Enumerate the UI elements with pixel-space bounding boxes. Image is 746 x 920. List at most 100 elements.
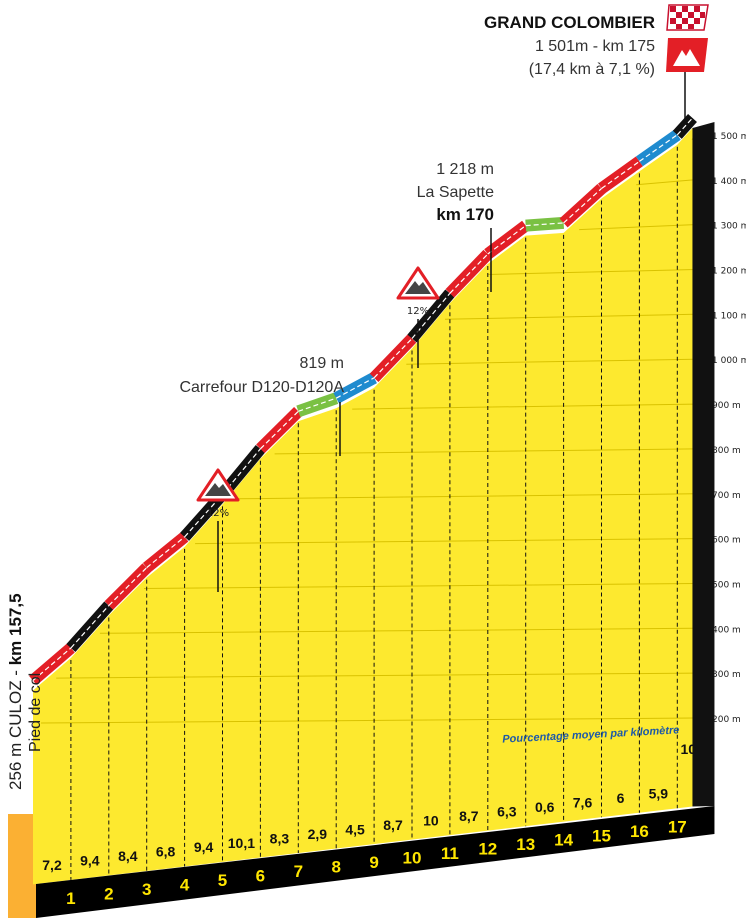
altitude-tick-label: 1 500 m	[712, 132, 746, 142]
km-number-label: 2	[104, 884, 113, 903]
start-block	[8, 814, 36, 918]
gradient-label: 6,3	[497, 804, 517, 820]
steep-sign-2: 12%	[396, 266, 440, 368]
landmark-carrefour: 819 m Carrefour D120-D120A	[179, 355, 344, 456]
profile-area	[33, 128, 693, 885]
gradient-label: 0,6	[535, 799, 555, 815]
km-number-label: 7	[294, 862, 303, 881]
gradient-label: 2,9	[308, 826, 328, 842]
landmark-sapette: 1 218 m La Sapette km 170	[417, 161, 495, 292]
gradient-label: 10,1	[228, 835, 255, 851]
profile-segment-centerline	[373, 338, 413, 379]
steep-sign-1: 12%	[196, 468, 240, 592]
gradient-label: 7,2	[42, 857, 62, 873]
profile-segment-centerline	[32, 647, 72, 681]
summit-climb-stats: (17,4 km à 7,1 %)	[529, 61, 655, 78]
mountain-category-icon	[666, 38, 708, 72]
checkered-flag-icon	[666, 4, 709, 31]
altitude-tick-label: 900 m	[712, 401, 741, 411]
km-number-labels: 1 2 3 4 5 6 7 8 9 10 11 12 13 14 15 16 17	[66, 817, 687, 908]
altitude-gridline	[274, 448, 695, 455]
profile-segment-centerline	[335, 377, 375, 399]
km-number-label: 5	[218, 871, 227, 890]
summit-detail: 1 501m - km 175	[535, 38, 655, 55]
altitude-gridline	[143, 583, 695, 589]
km-dashed-lines	[70, 146, 678, 880]
steep-sign-1-label: 12%	[207, 508, 229, 519]
km-number-label: 16	[630, 822, 649, 841]
gradient-label: 5,9	[649, 786, 669, 802]
profile-segment-centerline	[298, 397, 337, 412]
altitude-tick-label: 300 m	[712, 670, 741, 680]
gradient-label: 10	[681, 741, 697, 757]
profile-segment-centerline	[449, 253, 489, 294]
profile-fill	[33, 128, 693, 885]
gradient-label: 8,7	[459, 808, 479, 824]
profile-segment	[598, 156, 643, 194]
gradient-label: 8,4	[118, 848, 138, 864]
altitude-tick-label: 600 m	[712, 536, 741, 546]
km-base-band-shape	[36, 805, 715, 918]
profile-side-shading	[692, 122, 715, 807]
landmark-sapette-altitude: 1 218 m	[436, 161, 494, 178]
svg-text:256 m CULOZ - km 157,5: 256 m CULOZ - km 157,5	[6, 593, 25, 790]
altitude-gridline	[487, 269, 695, 275]
landmark-sapette-name: La Sapette	[417, 184, 495, 201]
altitude-gridline	[40, 717, 695, 724]
gradient-label: 9,4	[194, 839, 214, 855]
gradient-label: 4,5	[345, 821, 365, 837]
altitude-gridline	[579, 224, 695, 231]
landmark-carrefour-name: Carrefour D120-D120A	[179, 379, 344, 396]
km-number-label: 14	[554, 831, 573, 850]
gradient-label: 6	[617, 790, 625, 806]
km-number-label: 12	[478, 840, 497, 859]
km-number-label: 1	[66, 889, 75, 908]
altitude-gridline	[352, 403, 695, 410]
profile-segment-centerline	[259, 410, 299, 450]
landmark-carrefour-altitude: 819 m	[300, 355, 344, 372]
gradient-label: 8,7	[383, 817, 403, 833]
gradient-label: 8,3	[270, 830, 290, 846]
km-number-label: 11	[441, 844, 459, 863]
km-base-band	[36, 122, 715, 918]
km-number-label: 9	[369, 853, 378, 872]
altitude-tick-label: 1 400 m	[712, 177, 746, 187]
start-label: 256 m CULOZ - km 157,5	[6, 593, 25, 790]
km-number-label: 10	[403, 849, 422, 868]
altitude-tick-label: 700 m	[712, 491, 741, 501]
altitude-gridline	[195, 538, 695, 545]
start-label-sub: Pied de col	[27, 673, 44, 752]
altitude-tick-labels: 200 m 300 m 400 m 500 m 600 m 700 m 800 m 900 m…	[712, 132, 746, 725]
gradient-label: 6,8	[156, 844, 176, 860]
altitude-gridline	[99, 627, 695, 634]
landmark-sapette-km: km 170	[436, 205, 494, 224]
profile-segment-centerline	[676, 117, 693, 136]
altitude-tick-label: 400 m	[712, 625, 741, 635]
km-number-label: 17	[668, 817, 687, 836]
gradient-label: 7,6	[573, 795, 593, 811]
altitude-tick-label: 1 100 m	[712, 311, 746, 321]
altitude-tick-label: 200 m	[712, 715, 741, 725]
km-number-label: 3	[142, 880, 151, 899]
profile-segments	[29, 113, 697, 686]
altitude-gridline	[636, 179, 695, 186]
km-number-label: 4	[180, 876, 190, 895]
profile-segment-centerline	[70, 605, 110, 649]
profile-segment-centerline	[563, 188, 602, 224]
altitude-tick-label: 1 000 m	[712, 356, 746, 366]
gradient-label: 10	[423, 812, 439, 828]
gradient-label: 9,4	[80, 853, 100, 869]
summit-name: GRAND COLOMBIER	[484, 13, 655, 32]
altitude-tick-label: 800 m	[712, 446, 741, 456]
altitude-gridline	[444, 313, 695, 320]
altitude-tick-label: 1 300 m	[712, 222, 746, 232]
gradient-labels: 7,2 9,4 8,4 6,8 9,4 10,1 8,3 2,9 4,5 8,7 10 8,7 6,3 0…	[42, 741, 696, 873]
profile-segment-centerline	[184, 494, 223, 538]
profile-segment-centerline	[525, 222, 564, 227]
steep-sign-2-label: 12%	[407, 306, 429, 317]
profile-segment	[484, 220, 530, 259]
km-number-label: 8	[331, 858, 340, 877]
profile-segment-centerline	[108, 567, 148, 606]
profile-segment-centerline	[146, 536, 185, 569]
